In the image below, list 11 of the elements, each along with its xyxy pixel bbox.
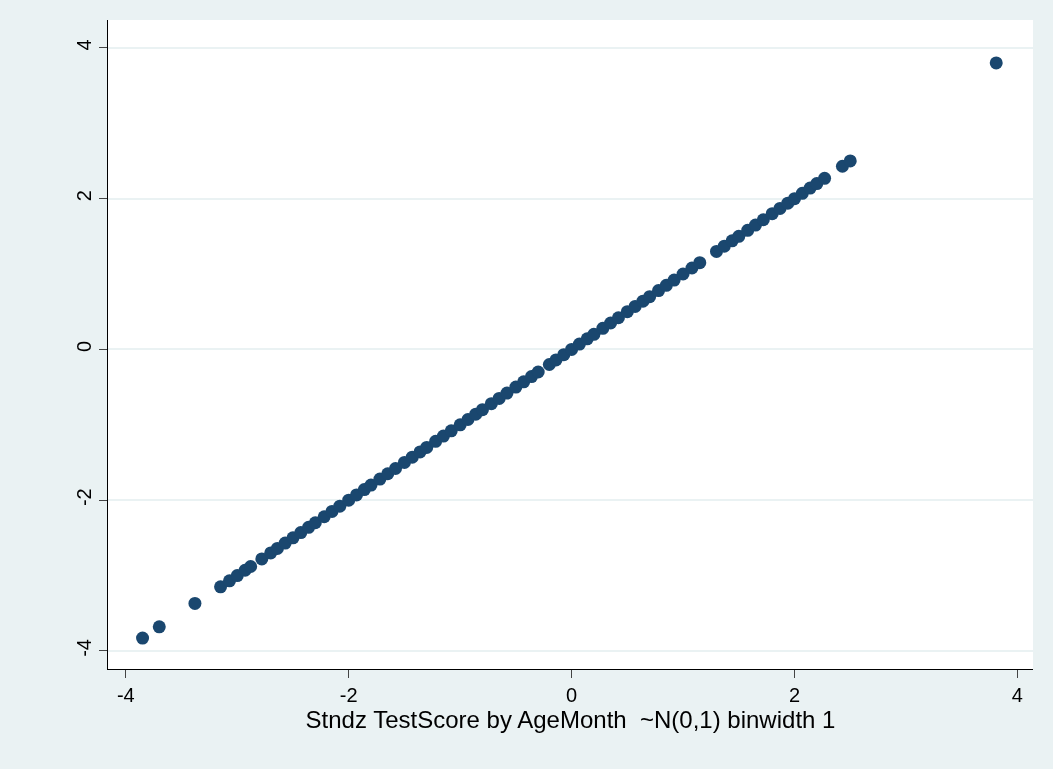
- y-tick-label: 2: [73, 190, 95, 202]
- x-tick-label: 2: [788, 684, 801, 706]
- y-tick-label: 4: [73, 39, 95, 51]
- x-tick-label: -2: [339, 684, 358, 706]
- y-tick-label: 0: [73, 340, 95, 352]
- y-tick-label: -2: [73, 488, 95, 507]
- y-tick-label: -4: [73, 639, 95, 657]
- x-axis-title: Stndz TestScore by AgeMonth ~N(0,1) binwidth 1: [305, 706, 836, 733]
- x-tick-label: -4: [116, 684, 135, 706]
- x-tick-label: 4: [1011, 684, 1023, 706]
- x-tick-label: 0: [566, 684, 578, 706]
